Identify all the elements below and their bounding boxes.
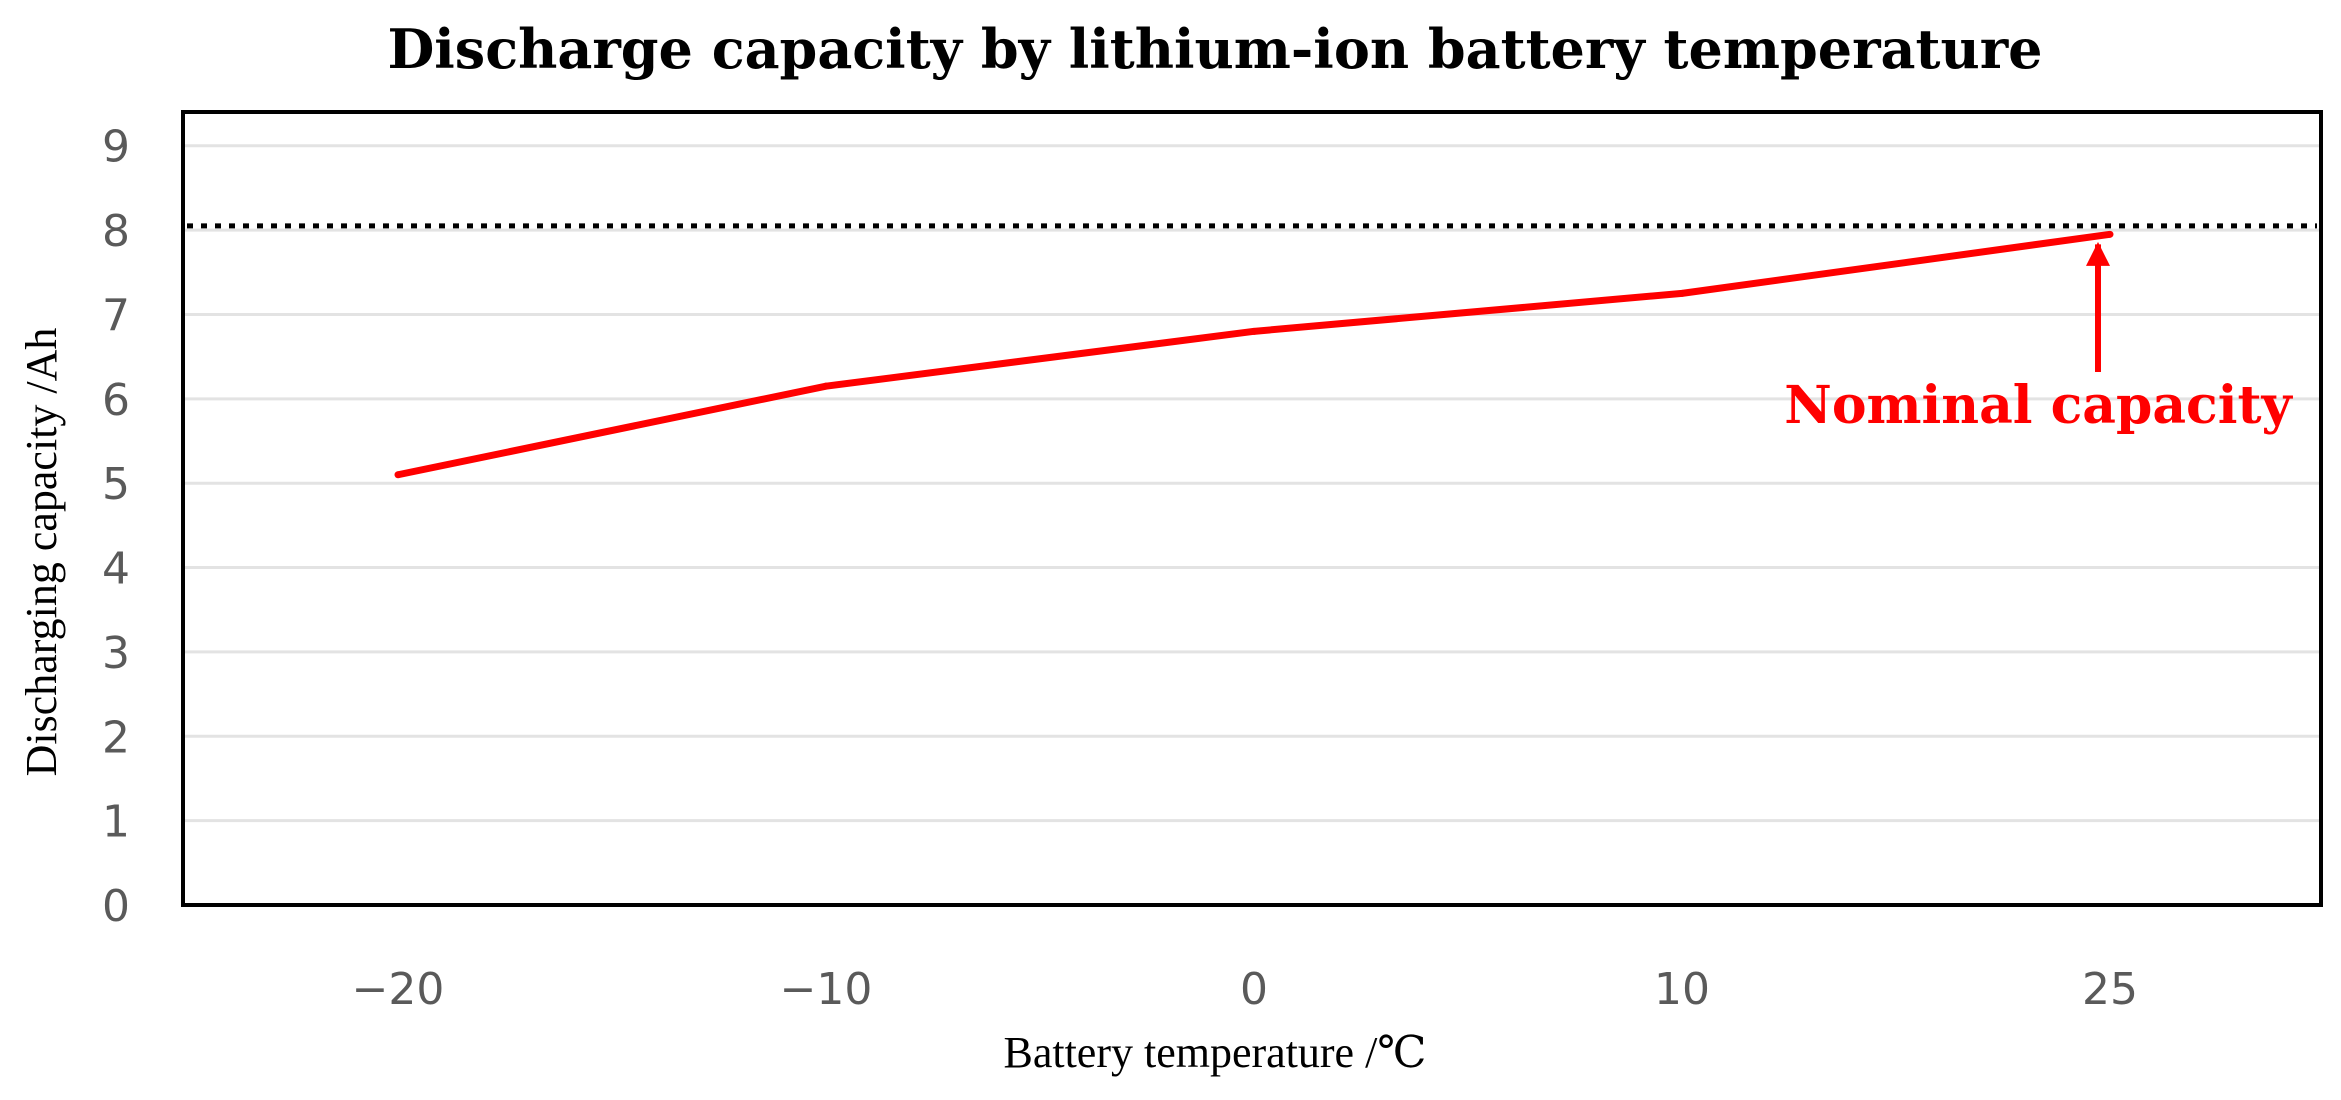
y-tick-label: 5 (102, 459, 130, 510)
data-point (1250, 327, 1258, 335)
y-tick-label: 4 (102, 544, 130, 595)
y-tick-label: 6 (102, 375, 130, 426)
series-line (397, 230, 2111, 479)
x-tick-label: 0 (1240, 964, 1268, 1015)
y-tick-label: 0 (102, 881, 130, 932)
data-point (1678, 289, 1686, 297)
y-tick-label: 7 (102, 290, 130, 341)
y-axis-title: Discharging capacity /Ah (17, 328, 66, 777)
x-tick-label: −20 (352, 964, 445, 1015)
y-tick-labels: 0 1 2 3 4 5 6 7 8 9 (102, 122, 130, 932)
data-point (822, 382, 830, 390)
annotation-label: Nominal capacity (1784, 375, 2293, 436)
x-tick-label: 10 (1654, 964, 1710, 1015)
grid-lines (183, 144, 2321, 823)
y-tick-label: 9 (102, 122, 130, 173)
x-tick-label: 25 (2082, 964, 2138, 1015)
y-tick-label: 1 (102, 797, 130, 848)
data-point (394, 471, 402, 479)
series-layer (394, 230, 2114, 479)
annotation-layer: Nominal capacity (1784, 241, 2293, 436)
x-tick-label: −10 (780, 964, 873, 1015)
plot-frame (181, 110, 2323, 907)
x-tick-labels: −20 −10 0 10 25 (352, 964, 2138, 1015)
x-axis-title: Battery temperature /℃ (1003, 1028, 1426, 1077)
y-tick-label: 3 (102, 628, 130, 679)
y-tick-label: 2 (102, 712, 130, 763)
data-point (2106, 230, 2114, 238)
y-tick-label: 8 (102, 206, 130, 257)
chart-title: Discharge capacity by lithium-ion batter… (387, 17, 2042, 81)
